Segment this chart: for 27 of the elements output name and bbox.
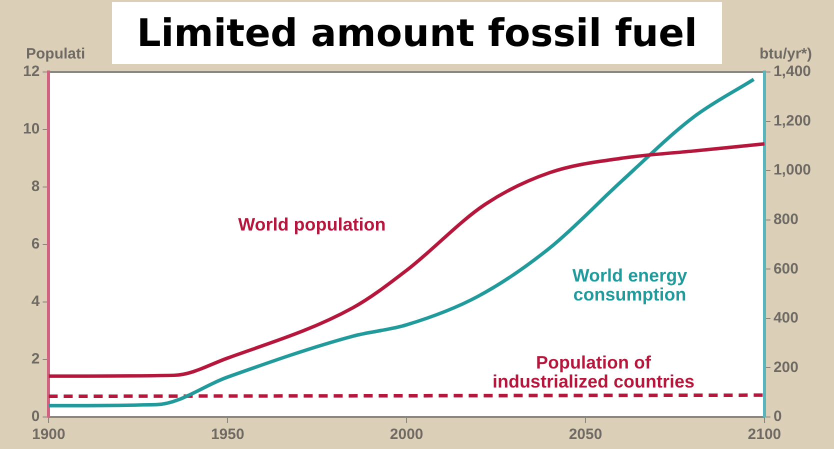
y2-tick-label: 800: [773, 211, 798, 228]
line-series: [48, 78, 756, 408]
y-tick-label: 6: [31, 236, 40, 253]
x-tick-label: 2050: [568, 426, 602, 444]
y-tick-label: 12: [22, 63, 40, 80]
y2-tick-label: 1,400: [773, 63, 812, 80]
x-tick-label: 2000: [390, 426, 424, 444]
y-tick-label: 0: [31, 408, 40, 426]
y-tick-label: 10: [22, 120, 40, 138]
x-tick-label: 1950: [210, 426, 244, 444]
y2-tick-label: 0: [773, 408, 782, 426]
x-tick-label: 2100: [748, 426, 782, 444]
text: World population: [238, 214, 386, 235]
y2-tick-label: 200: [773, 358, 798, 376]
x-tick-label: 1900: [32, 426, 66, 444]
y2-tick-label: 400: [773, 310, 798, 327]
y2-axis-title: btu/yr*): [760, 46, 812, 63]
y2-tick-label: 1,000: [773, 162, 812, 179]
y2-tick-label: 600: [773, 260, 798, 278]
y-tick-label: 8: [31, 178, 40, 196]
y-tick-label: 2: [31, 350, 40, 368]
y-tick-label: 4: [31, 293, 40, 310]
chart-title: Limited amount fossil fuel: [112, 2, 722, 64]
series-label: Population of industrialized countries: [492, 352, 694, 392]
y2-tick-label: 1,200: [773, 112, 812, 130]
series-label: World energy consumption: [572, 265, 688, 304]
y-axis-title: Populati: [26, 46, 86, 63]
